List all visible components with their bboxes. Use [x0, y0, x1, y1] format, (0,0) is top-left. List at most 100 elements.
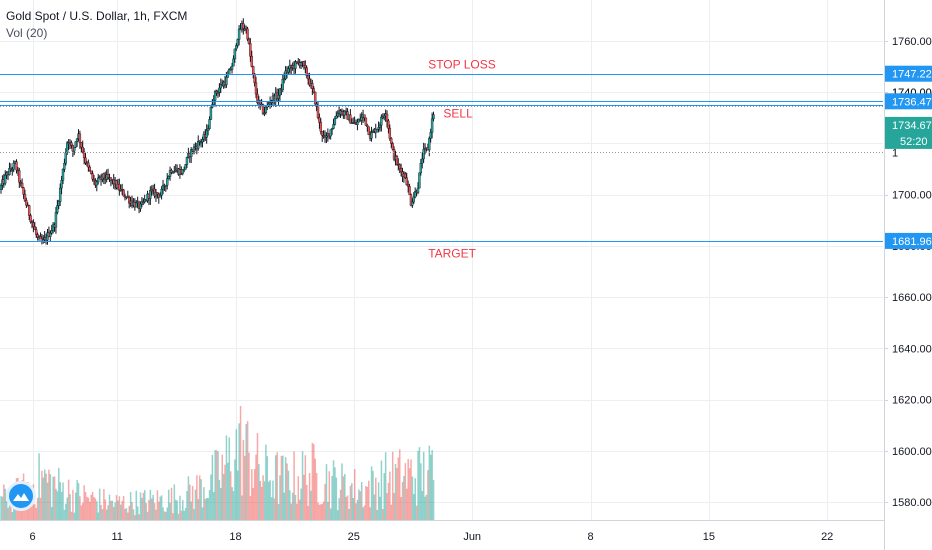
volume-bar [229, 471, 232, 520]
volume-bar [52, 476, 54, 520]
volume-bar [415, 505, 418, 520]
volume-bar [389, 471, 391, 520]
candle-body [411, 201, 414, 206]
x-tick-label: 11 [111, 531, 122, 543]
candle-body [156, 191, 159, 195]
volume-bar [173, 484, 176, 520]
candle-body [64, 152, 68, 164]
volume-bar [93, 497, 95, 520]
candle-body [74, 141, 77, 148]
candle-body [377, 127, 380, 130]
volume-bar [431, 450, 433, 520]
volume-bar [298, 499, 301, 520]
candle-body [75, 138, 79, 143]
volume-bar [39, 497, 42, 520]
volume-bar [227, 462, 229, 520]
volume-bar [393, 493, 395, 520]
volume-bar [418, 447, 421, 520]
volume-bar [238, 423, 240, 520]
volume-bar [134, 515, 136, 520]
candle-body [305, 67, 308, 76]
volume-bar [352, 497, 355, 520]
current-price-label: 1734.67 [892, 120, 932, 132]
candle-body [209, 107, 213, 120]
volume-bar [246, 421, 249, 520]
volume-bar [207, 498, 209, 520]
volume-bar [73, 512, 76, 520]
volume-bar [303, 474, 305, 520]
volume-bar [89, 501, 91, 520]
volume-bar [205, 498, 208, 520]
candle-body [49, 233, 52, 237]
volume-bar [139, 492, 142, 520]
volume-bar [353, 469, 356, 520]
volume-bar [62, 482, 64, 520]
volume-indicator-label[interactable]: Vol (20) [6, 26, 48, 40]
candle-body [429, 132, 432, 139]
volume-bar [401, 482, 404, 520]
volume-bar [244, 455, 246, 520]
candle-body [349, 114, 352, 124]
symbol-title[interactable]: Gold Spot / U.S. Dollar, 1h, FXCM [6, 9, 188, 23]
volume-bar [138, 514, 140, 520]
candle-body [333, 118, 337, 125]
y-tick-label: 1620.00 [892, 395, 932, 407]
volume-bar [366, 486, 369, 520]
candle-body [332, 124, 335, 129]
candle-body [388, 128, 392, 139]
volume-bar [35, 507, 38, 520]
candle-body [313, 91, 317, 105]
volume-bar [7, 507, 9, 520]
y-tick-label: 1660.00 [892, 292, 932, 304]
price-axis-background [884, 0, 932, 550]
tradingview-logo-icon[interactable] [6, 481, 36, 511]
candle-body [109, 177, 113, 181]
volume-bar [113, 507, 115, 520]
volume-bar [97, 512, 100, 520]
volume-bar [235, 429, 238, 520]
volume-bar [334, 467, 336, 520]
volume-bar [152, 494, 154, 520]
volume-bar [372, 470, 374, 520]
candle-body [54, 212, 58, 228]
volume-bar [193, 509, 195, 520]
x-tick-label: 18 [229, 531, 241, 543]
volume-bar [236, 470, 239, 520]
candle-body [32, 222, 35, 227]
volume-bar [270, 497, 273, 520]
volume-bar [100, 505, 102, 520]
volume-bar [141, 497, 143, 520]
volume-bar [76, 480, 78, 520]
candle-body [242, 23, 245, 29]
volume-bar [414, 478, 416, 520]
candle-body [50, 230, 53, 234]
volume-bar [146, 511, 149, 520]
candle-body [78, 133, 82, 143]
candle-body [251, 66, 255, 75]
volume-bar [258, 464, 260, 520]
volume-bar [111, 500, 114, 520]
volume-bar [429, 454, 432, 520]
candle-body [246, 28, 249, 40]
volume-bar [356, 499, 359, 520]
candle-body [421, 158, 424, 164]
candle-body [432, 114, 435, 120]
volume-bar [425, 494, 428, 520]
volume-bar [56, 491, 59, 520]
candle-body [88, 166, 91, 172]
volume-bar [427, 470, 429, 520]
candle-body [66, 142, 69, 153]
candle-body [58, 187, 62, 202]
volume-bar [307, 505, 309, 520]
volume-bar [420, 463, 422, 520]
volume-bar [8, 500, 11, 520]
volume-bar [74, 492, 77, 520]
volume-bar [242, 439, 245, 520]
volume-bar [276, 452, 278, 520]
volume-bar [287, 470, 290, 520]
volume-bar [3, 484, 5, 520]
volume-bar [311, 442, 314, 520]
sell-label: SELL [443, 107, 473, 121]
candle-body [225, 77, 228, 86]
